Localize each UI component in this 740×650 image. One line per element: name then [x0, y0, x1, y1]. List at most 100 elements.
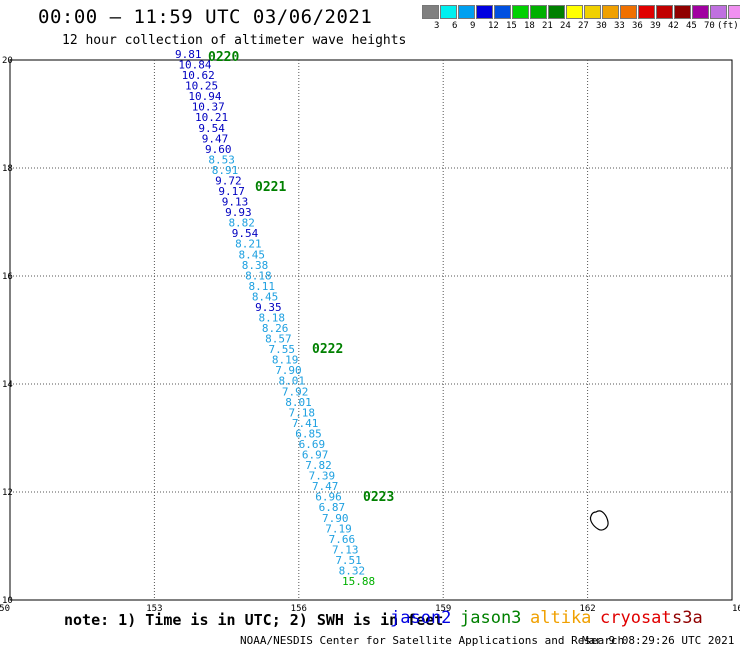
wave-height-label: 9.81 [175, 48, 202, 61]
legend-label: 18 [524, 21, 535, 31]
wave-height-label: 15.88 [342, 575, 375, 588]
lat-tick-label: 12 [2, 488, 13, 498]
color-legend [422, 5, 740, 19]
wave-height-label: 6.87 [319, 501, 346, 514]
lat-tick-label: 16 [2, 272, 13, 282]
credit-text: NOAA/NESDIS Center for Satellite Applica… [240, 634, 625, 647]
lat-tick-label: 18 [2, 164, 13, 174]
lon-tick-label: 156 [291, 604, 307, 614]
legend-label: 45 [686, 21, 697, 31]
wave-height-label: 7.55 [269, 343, 296, 356]
wave-height-label: 9.93 [225, 206, 252, 219]
wave-height-label: 8.45 [238, 248, 265, 261]
satellite-name: altika [530, 608, 592, 628]
legend-swatch [584, 5, 601, 19]
wave-height-label: 10.25 [185, 80, 218, 93]
legend-label: 24 [560, 21, 571, 31]
wave-height-label: 8.53 [208, 153, 235, 166]
wave-height-label: 8.57 [265, 333, 292, 346]
legend-label: 33 [614, 21, 625, 31]
lon-tick-label: 150 [0, 604, 10, 614]
legend-swatch [692, 5, 709, 19]
legend-swatch [638, 5, 655, 19]
wave-height-label: 9.17 [218, 185, 245, 198]
legend-swatch [458, 5, 475, 19]
island-outline-path [589, 510, 609, 531]
legend-swatch [440, 5, 457, 19]
legend-label: 3 [434, 21, 440, 31]
legend-label: 27 [578, 21, 589, 31]
legend-swatch [548, 5, 565, 19]
wave-height-label: 7.41 [292, 417, 319, 430]
wave-height-label: 8.19 [272, 354, 299, 367]
lat-tick-label: 20 [2, 56, 13, 66]
legend-swatch [674, 5, 691, 19]
wave-height-label: 7.66 [329, 533, 356, 546]
wave-height-label: 7.47 [312, 480, 339, 493]
wave-height-label: 7.92 [282, 385, 309, 398]
legend-label: 21 [542, 21, 553, 31]
island-outline [589, 510, 609, 531]
legend-swatch [710, 5, 727, 19]
footer-note: note: 1) Time is in UTC; 2) SWH is in fe… [64, 611, 444, 629]
legend-swatch [422, 5, 439, 19]
satellite-name: jason3 [460, 608, 522, 628]
wave-height-label: 10.94 [188, 90, 221, 103]
lat-tick-label: 10 [2, 596, 13, 606]
wave-height-label: 8.01 [285, 396, 312, 409]
satellite-name: cryosat [600, 608, 672, 628]
wave-height-label: 6.96 [315, 491, 342, 504]
wave-height-label: 7.90 [275, 364, 302, 377]
wave-height-label: 6.85 [295, 427, 322, 440]
legend-label: 39 [650, 21, 661, 31]
time-label: 0221 [255, 180, 286, 195]
wave-height-label: 8.45 [252, 290, 279, 303]
page-title: 00:00 – 11:59 UTC 03/06/2021 [38, 6, 373, 28]
legend-swatch [530, 5, 547, 19]
legend-label: 30 [596, 21, 607, 31]
legend-swatch [656, 5, 673, 19]
wave-height-label: 8.01 [279, 375, 306, 388]
legend-label: 9 [470, 21, 476, 31]
wave-height-label: 9.47 [202, 132, 229, 145]
wave-height-label: 7.13 [332, 543, 359, 556]
legend-swatch [728, 5, 740, 19]
wave-height-label: 7.90 [322, 512, 349, 525]
wave-height-label: 8.82 [228, 217, 255, 230]
wave-height-label: 10.21 [195, 111, 228, 124]
legend-label: 70 [704, 21, 715, 31]
legend-label: 6 [452, 21, 458, 31]
wave-height-label: 7.18 [289, 406, 316, 419]
wave-height-label: 9.13 [222, 196, 249, 209]
wave-height-label: 8.26 [262, 322, 289, 335]
wave-height-label: 7.19 [325, 522, 352, 535]
wave-height-track: 9.8110.8410.6210.2510.9410.3710.219.549.… [175, 48, 375, 588]
lon-tick-label: 165 [732, 604, 740, 614]
axis-tick-labels: 150 153 156 159 162 165 10 12 14 16 18 20 [0, 56, 740, 614]
wave-height-label: 7.82 [305, 459, 332, 472]
wave-height-label: 10.37 [192, 101, 225, 114]
lon-tick-label: 153 [146, 604, 162, 614]
time-labels: 0220 0221 0222 0223 [208, 50, 394, 505]
wave-height-label: 7.39 [309, 470, 336, 483]
legend-swatch [494, 5, 511, 19]
legend-label: 42 [668, 21, 679, 31]
page-subtitle: 12 hour collection of altimeter wave hei… [62, 33, 407, 48]
wave-height-label: 8.11 [248, 280, 274, 293]
legend-swatch [512, 5, 529, 19]
wave-height-label: 8.38 [242, 259, 268, 272]
map-grid [9, 59, 733, 601]
wave-height-label: 6.97 [302, 449, 329, 462]
credit-time: Mar 9 08:29:26 UTC 2021 [582, 634, 735, 647]
wave-height-label: 8.32 [339, 564, 366, 577]
wave-height-label: 9.35 [255, 301, 282, 314]
wave-height-label: 9.54 [198, 122, 225, 135]
map-frame [9, 59, 733, 601]
lon-tick-label: 159 [435, 604, 451, 614]
legend-unit: (ft) [717, 21, 739, 31]
time-label: 0222 [312, 342, 343, 357]
legend-swatch [566, 5, 583, 19]
legend-label: 12 [488, 21, 499, 31]
wave-height-label: 6.69 [299, 438, 326, 451]
